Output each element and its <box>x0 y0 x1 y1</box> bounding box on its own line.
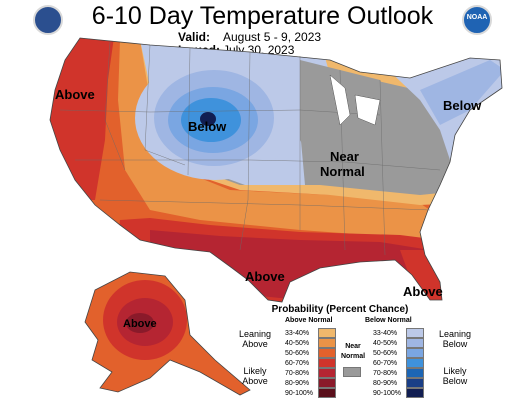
above-bin-label: 80-90% <box>285 379 310 387</box>
above-bin-label: 50-60% <box>285 349 310 357</box>
below-bin-row: 90-100% <box>373 388 424 398</box>
above-bin-label: 60-70% <box>285 359 310 367</box>
above-bin-row: 40-50% <box>285 338 336 348</box>
above-bin-row: 33-40% <box>285 328 336 338</box>
below-bin-label: 80-90% <box>373 379 398 387</box>
conus-outline <box>49 37 503 303</box>
near-normal-swatch <box>343 367 361 377</box>
commerce-seal-icon <box>33 5 63 35</box>
above-bin-swatch <box>318 338 336 348</box>
valid-label: Valid: <box>178 30 211 44</box>
below-bin-swatch <box>406 338 424 348</box>
below-bin-row: 70-80% <box>373 368 424 378</box>
label-above-west: Above <box>55 87 95 102</box>
legend-below-head: Below Normal <box>365 317 412 324</box>
above-bin-row: 80-90% <box>285 378 336 388</box>
alaska-outline <box>84 271 251 396</box>
label-above-alaska: Above <box>123 318 157 330</box>
state-boundaries <box>59 41 441 256</box>
below-bin-row: 40-50% <box>373 338 424 348</box>
above-bin-swatch <box>318 358 336 368</box>
below-bin-label: 90-100% <box>373 389 402 397</box>
above-bin-label: 40-50% <box>285 339 310 347</box>
above-bin-row: 60-70% <box>285 358 336 368</box>
below-bin-row: 60-70% <box>373 358 424 368</box>
above-bin-row: 90-100% <box>285 388 336 398</box>
below-bin-swatch <box>406 388 424 398</box>
map-title: 6-10 Day Temperature Outlook <box>91 2 434 30</box>
below-bin-label: 33-40% <box>373 329 398 337</box>
below-bin-swatch <box>406 348 424 358</box>
above-bin-row: 50-60% <box>285 348 336 358</box>
probability-legend: Probability (Percent Chance) Above Norma… <box>235 304 520 402</box>
likely-below-label: Likely Below <box>442 366 468 386</box>
below-bin-swatch <box>406 378 424 388</box>
below-bin-swatch <box>406 358 424 368</box>
above-bin-swatch <box>318 368 336 378</box>
near-normal-legend-label: Near Normal <box>340 343 366 360</box>
label-above-south: Above <box>245 269 285 284</box>
label-near-normal-1: Near <box>330 149 359 164</box>
below-bin-row: 33-40% <box>373 328 424 338</box>
alaska-shading <box>85 272 250 395</box>
below-bin-label: 40-50% <box>373 339 398 347</box>
noaa-logo-icon: NOAA <box>462 5 492 35</box>
great-lakes <box>329 74 381 126</box>
leaning-below-label: Leaning Below <box>438 329 472 349</box>
below-bin-label: 50-60% <box>373 349 398 357</box>
above-bin-swatch <box>318 348 336 358</box>
above-bin-label: 70-80% <box>285 369 310 377</box>
above-bin-row: 70-80% <box>285 368 336 378</box>
legend-above-head: Above Normal <box>285 317 333 324</box>
below-bin-label: 60-70% <box>373 359 398 367</box>
above-bin-swatch <box>318 328 336 338</box>
above-bin-label: 33-40% <box>285 329 310 337</box>
likely-above-label: Likely Above <box>242 366 268 386</box>
valid-value: August 5 - 9, 2023 <box>223 30 322 44</box>
below-bin-row: 80-90% <box>373 378 424 388</box>
below-bin-swatch <box>406 368 424 378</box>
above-bin-label: 90-100% <box>285 389 314 397</box>
label-below-north: Below <box>188 119 227 134</box>
above-bin-swatch <box>318 388 336 398</box>
below-bin-row: 50-60% <box>373 348 424 358</box>
above-bin-swatch <box>318 378 336 388</box>
below-bin-swatch <box>406 328 424 338</box>
below-bin-label: 70-80% <box>373 369 398 377</box>
leaning-above-label: Leaning Above <box>238 329 272 349</box>
legend-title: Probability (Percent Chance) <box>271 304 409 315</box>
label-near-normal-2: Normal <box>320 164 365 179</box>
label-below-northeast: Below <box>443 98 482 113</box>
label-above-florida: Above <box>403 284 443 299</box>
